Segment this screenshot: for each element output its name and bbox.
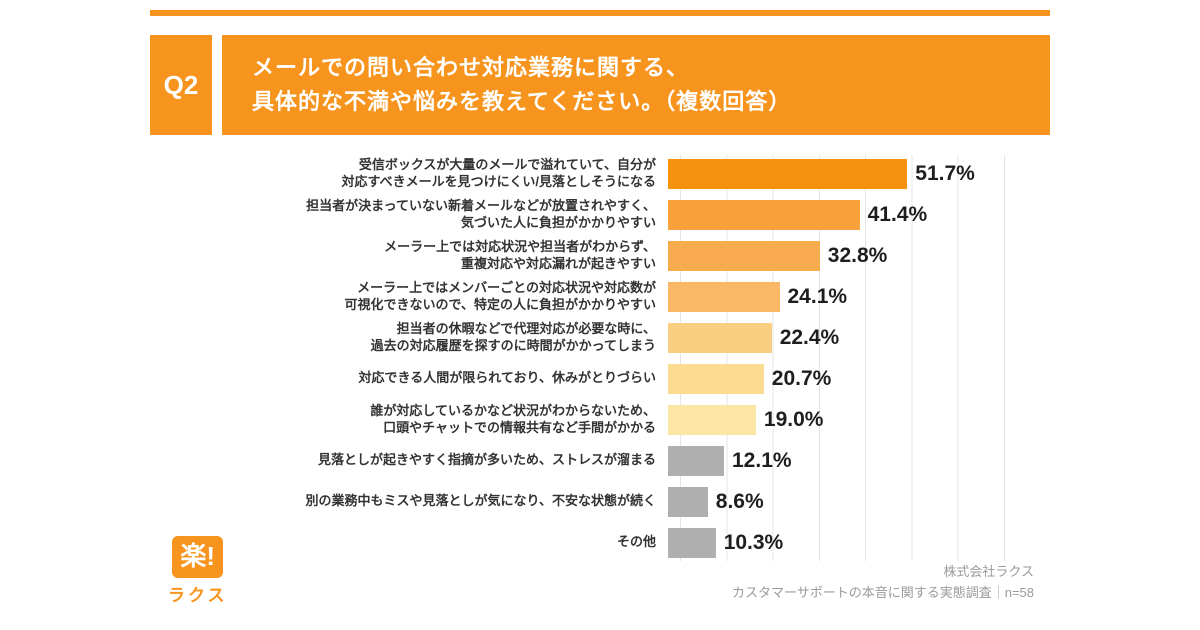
bar <box>668 281 780 312</box>
bar-plot-area: 41.4% <box>668 199 1050 230</box>
bar-chart: 受信ボックスが大量のメールで溢れていて、自分が 対応すべきメールを見つけにくい/… <box>150 153 1050 563</box>
bar-value-label: 41.4% <box>867 202 928 226</box>
bar-value-label: 24.1% <box>787 284 848 308</box>
bar-value-label: 20.7% <box>771 366 832 390</box>
bar-value-label: 32.8% <box>827 243 888 267</box>
source-attribution: 株式会社ラクス カスタマーサポートの本音に関する実態調査｜n=58 <box>732 562 1034 604</box>
question-title-line-1: メールでの問い合わせ対応業務に関する、 <box>252 54 690 80</box>
bar-category-label: 担当者の休暇などで代理対応が必要な時に、 過去の対応履歴を探すのに時間がかかって… <box>370 320 656 353</box>
bar-plot-area: 20.7% <box>668 363 1050 394</box>
chart-row: その他 10.3% <box>150 522 1050 563</box>
bar <box>668 445 724 476</box>
question-title-box: メールでの問い合わせ対応業務に関する、 具体的な不満や悩みを教えてください。（複… <box>222 35 1050 135</box>
bar-category-label: メーラー上ではメンバーごとの対応状況や対応数が 可視化できないので、特定の人に負… <box>344 279 656 312</box>
chart-row: メーラー上では対応状況や担当者がわからず、 重複対応や対応漏れが起きやすい 32.… <box>150 235 1050 276</box>
bar-value-label: 51.7% <box>915 161 975 185</box>
bar <box>668 404 756 435</box>
bar-value-label: 12.1% <box>732 448 792 472</box>
bar <box>668 322 772 353</box>
bar <box>668 158 908 189</box>
rakus-logo-mark: 楽! <box>172 536 224 578</box>
top-accent-bar <box>150 10 1050 16</box>
chart-row: 別の業務中もミスや見落としが気になり、不安な状態が続く 8.6% <box>150 481 1050 522</box>
bar-plot-area: 24.1% <box>668 281 1050 312</box>
bar-category-label: 対応できる人間が限られており、休みがとりづらい <box>358 370 656 386</box>
bar-category-label: 受信ボックスが大量のメールで溢れていて、自分が 対応すべきメールを見つけにくい/… <box>341 156 656 189</box>
bar-plot-area: 12.1% <box>668 445 1050 476</box>
question-title-line-2: 具体的な不満や悩みを教えてください。（複数回答） <box>252 89 792 114</box>
bar <box>668 240 820 271</box>
bar-value-label: 10.3% <box>723 530 784 554</box>
chart-row: 担当者が決まっていない新着メールなどが放置されやすく、 気づいた人に負担がかかり… <box>150 194 1050 235</box>
bar-value-label: 8.6% <box>715 489 764 513</box>
bar-plot-area: 32.8% <box>668 240 1050 271</box>
bar-plot-area: 51.7% <box>668 158 1050 189</box>
chart-row: 誰が対応しているかなど状況がわからないため、 口頭やチャットでの情報共有など手間… <box>150 399 1050 440</box>
bar-category-label: 担当者が決まっていない新着メールなどが放置されやすく、 気づいた人に負担がかかり… <box>306 197 656 230</box>
chart-row: 見落としが起きやすく指摘が多いため、ストレスが溜まる 12.1% <box>150 440 1050 481</box>
bar-plot-area: 19.0% <box>668 404 1050 435</box>
bar <box>668 527 716 558</box>
bar-category-label: 別の業務中もミスや見落としが気になり、不安な状態が続く <box>305 493 656 509</box>
bar-plot-area: 8.6% <box>668 486 1050 517</box>
rakus-logo-name: ラクス <box>168 586 228 605</box>
bar <box>668 199 860 230</box>
bar-category-label: 誰が対応しているかなど状況がわからないため、 口頭やチャットでの情報共有など手間… <box>370 402 656 435</box>
bar-category-label: その他 <box>616 534 656 550</box>
chart-row: 対応できる人間が限られており、休みがとりづらい 20.7% <box>150 358 1050 399</box>
source-company: 株式会社ラクス <box>943 564 1034 580</box>
bar <box>668 363 764 394</box>
bar-value-label: 19.0% <box>763 407 824 431</box>
survey-infographic: Q2 メールでの問い合わせ対応業務に関する、 具体的な不満や悩みを教えてください… <box>150 0 1050 630</box>
bar-value-label: 22.4% <box>779 325 840 349</box>
header: Q2 メールでの問い合わせ対応業務に関する、 具体的な不満や悩みを教えてください… <box>150 35 1050 135</box>
chart-row: 受信ボックスが大量のメールで溢れていて、自分が 対応すべきメールを見つけにくい/… <box>150 153 1050 194</box>
bar-category-label: 見落としが起きやすく指摘が多いため、ストレスが溜まる <box>317 452 656 468</box>
rakus-logo: 楽! ラクス <box>168 536 228 606</box>
bar-plot-area: 22.4% <box>668 322 1050 353</box>
bar-plot-area: 10.3% <box>668 527 1050 558</box>
chart-row: メーラー上ではメンバーごとの対応状況や対応数が 可視化できないので、特定の人に負… <box>150 276 1050 317</box>
chart-row: 担当者の休暇などで代理対応が必要な時に、 過去の対応履歴を探すのに時間がかかって… <box>150 317 1050 358</box>
source-survey: カスタマーサポートの本音に関する実態調査｜n=58 <box>731 585 1034 601</box>
bar-category-label: メーラー上では対応状況や担当者がわからず、 重複対応や対応漏れが起きやすい <box>384 238 656 271</box>
bar <box>668 486 708 517</box>
question-number-badge: Q2 <box>150 35 212 135</box>
